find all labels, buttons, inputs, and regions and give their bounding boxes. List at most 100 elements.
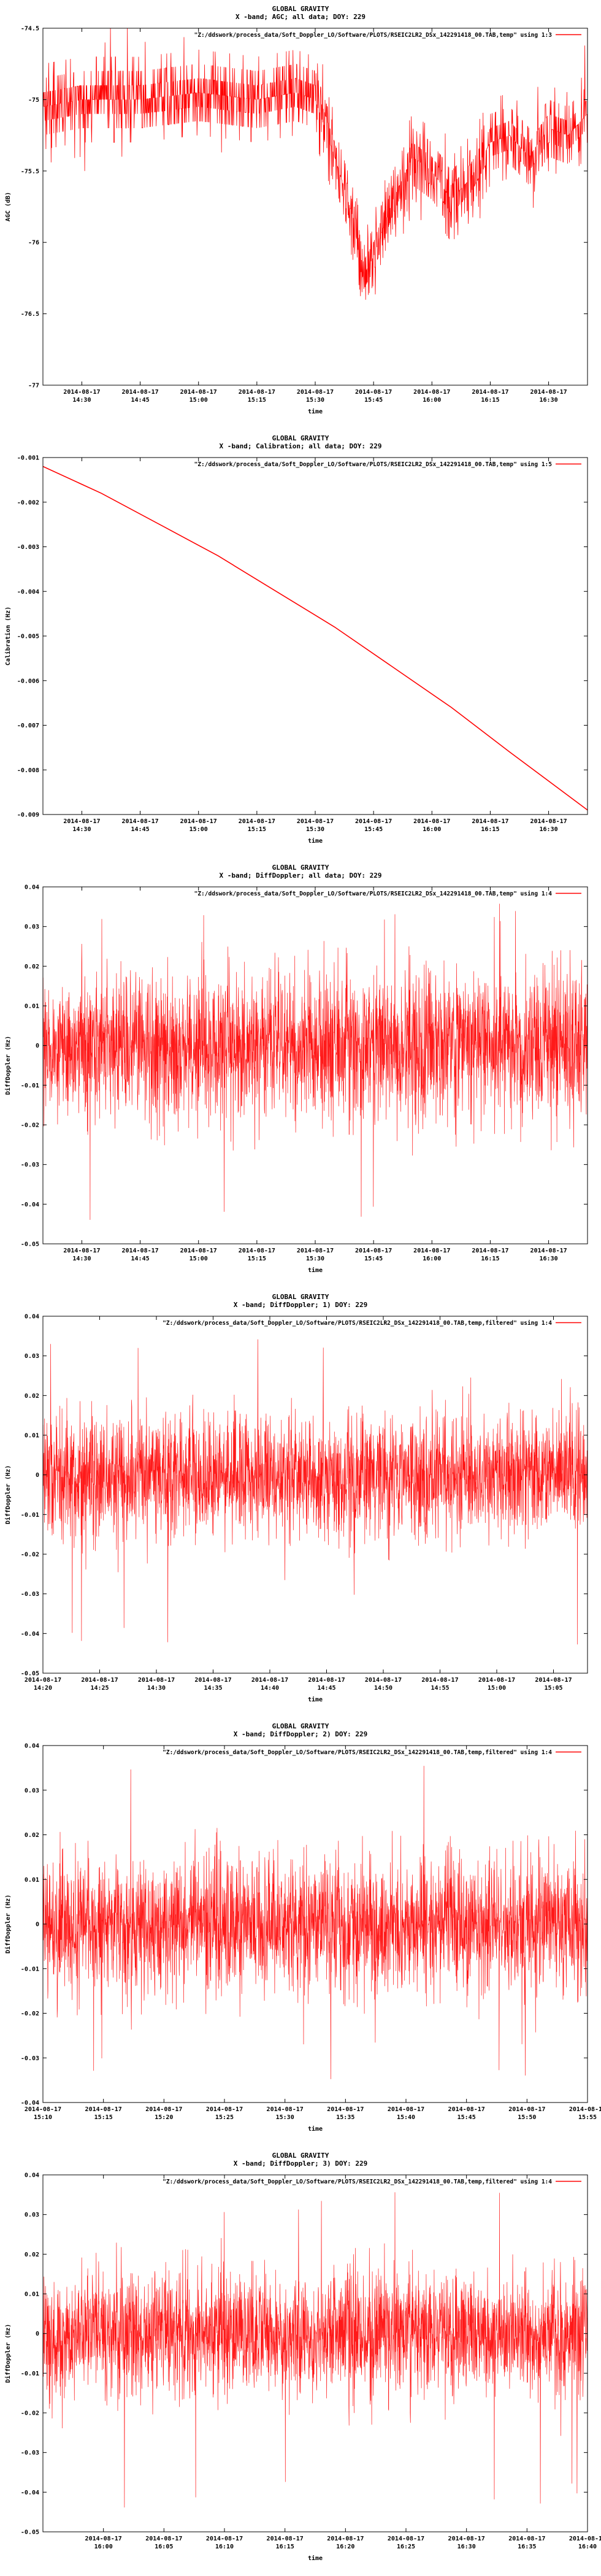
x-tick-date: 2014-08-17 — [297, 818, 334, 825]
y-tick-label: 0.04 — [25, 884, 39, 891]
x-tick-time: 16:15 — [481, 1255, 499, 1262]
x-tick-time: 15:30 — [306, 826, 324, 833]
x-tick-time: 15:00 — [189, 397, 208, 404]
x-tick-time: 15:00 — [189, 1255, 208, 1262]
x-tick-time: 16:00 — [423, 397, 441, 404]
x-tick-time: 14:45 — [131, 1255, 150, 1262]
y-tick-label: -0.04 — [21, 2100, 39, 2107]
chart-panel-4: GLOBAL GRAVITY X -band; DiffDoppler; 1) D… — [0, 1288, 601, 1717]
plot-frame — [42, 28, 588, 386]
x-tick-time: 15:25 — [215, 2114, 234, 2121]
chart-subtitle: X -band; DiffDoppler; all data; DOY: 229 — [220, 872, 382, 880]
y-tick-label: -0.05 — [21, 1241, 39, 1248]
x-tick-date: 2014-08-17 — [85, 2536, 122, 2542]
x-tick-date: 2014-08-17 — [508, 2106, 545, 2113]
plot-frame — [42, 457, 588, 815]
x-tick-time: 14:55 — [431, 1685, 449, 1692]
series-line — [43, 1339, 588, 1645]
x-tick-time: 15:15 — [94, 2114, 113, 2121]
x-tick-time: 16:10 — [215, 2543, 234, 2550]
chart-panel-5: GLOBAL GRAVITY X -band; DiffDoppler; 2) D… — [0, 1717, 601, 2147]
x-tick-date: 2014-08-17 — [530, 818, 567, 825]
y-tick-label: -75 — [28, 97, 39, 104]
y-tick-label: 0.03 — [25, 2212, 39, 2218]
series-line — [43, 28, 588, 300]
x-axis-label: time — [308, 837, 323, 845]
x-tick-time: 15:50 — [518, 2114, 536, 2121]
chart-title: GLOBAL GRAVITY — [272, 2152, 329, 2160]
chart-subtitle: X -band; Calibration; all data; DOY: 229 — [220, 442, 382, 450]
x-tick-date: 2014-08-17 — [81, 1677, 118, 1684]
x-tick-time: 16:15 — [481, 826, 499, 833]
y-tick-label: 0.01 — [25, 1003, 39, 1010]
series-group — [43, 28, 588, 300]
y-tick-label: -0.001 — [17, 455, 39, 462]
y-tick-label: 0.04 — [25, 2172, 39, 2179]
y-tick-label: 0.04 — [25, 1314, 39, 1321]
x-tick-time: 14:45 — [131, 397, 150, 404]
y-tick-label: 0.03 — [25, 1353, 39, 1360]
x-tick-time: 16:30 — [540, 397, 558, 404]
x-tick-date: 2014-08-17 — [145, 2536, 182, 2542]
chart-panel-6: GLOBAL GRAVITY X -band; DiffDoppler; 3) D… — [0, 2147, 601, 2576]
y-tick-label: 0.03 — [25, 1787, 39, 1794]
x-tick-date: 2014-08-17 — [145, 2106, 182, 2113]
y-axis-label: DiffDoppler (Hz) — [4, 2324, 12, 2383]
chart-title: GLOBAL GRAVITY — [272, 1722, 329, 1730]
y-tick-label: -0.008 — [17, 767, 39, 774]
x-tick-time: 15:45 — [364, 1255, 383, 1262]
chart-panel-3: GLOBAL GRAVITY X -band; DiffDoppler; all … — [0, 859, 601, 1288]
plot-frame — [42, 1316, 588, 1674]
x-tick-date: 2014-08-17 — [180, 389, 217, 396]
x-tick-date: 2014-08-17 — [138, 1677, 175, 1684]
x-tick-time: 15:15 — [248, 397, 266, 404]
chart-title: GLOBAL GRAVITY — [272, 434, 329, 442]
y-tick-label: -0.04 — [21, 2490, 39, 2496]
x-tick-time: 14:30 — [72, 826, 91, 833]
legend-label: "Z:/ddswork/process_data/Soft_Doppler_LO… — [194, 461, 553, 468]
y-tick-label: -0.007 — [17, 723, 39, 729]
y-tick-label: -76 — [28, 240, 39, 247]
x-axis-label: time — [308, 1696, 323, 1703]
chart-title: GLOBAL GRAVITY — [272, 1293, 329, 1301]
x-tick-time: 16:00 — [423, 826, 441, 833]
x-tick-time: 14:30 — [147, 1685, 166, 1692]
chart-panel-1: GLOBAL GRAVITY X -band; AGC; all data; DO… — [0, 0, 601, 429]
x-axis-label: time — [308, 1267, 323, 1274]
y-tick-label: -0.01 — [21, 1966, 39, 1972]
x-tick-time: 16:30 — [540, 826, 558, 833]
x-tick-date: 2014-08-17 — [25, 2106, 61, 2113]
y-tick-label: -0.02 — [21, 1122, 39, 1129]
x-tick-date: 2014-08-17 — [365, 1677, 402, 1684]
series-group — [43, 1339, 588, 1645]
y-tick-label: 0.01 — [25, 1877, 39, 1884]
y-tick-label: 0.02 — [25, 964, 39, 970]
x-tick-time: 14:35 — [204, 1685, 222, 1692]
y-tick-label: -0.01 — [21, 2371, 39, 2377]
x-tick-time: 16:05 — [155, 2543, 173, 2550]
x-tick-date: 2014-08-17 — [63, 389, 100, 396]
x-tick-date: 2014-08-17 — [478, 1677, 515, 1684]
x-tick-time: 14:20 — [34, 1685, 52, 1692]
x-tick-date: 2014-08-17 — [194, 1677, 231, 1684]
x-tick-time: 15:40 — [397, 2114, 415, 2121]
x-tick-date: 2014-08-17 — [297, 1248, 334, 1254]
x-tick-date: 2014-08-17 — [121, 389, 158, 396]
y-tick-label: -0.005 — [17, 634, 39, 640]
x-tick-date: 2014-08-17 — [251, 1677, 288, 1684]
x-tick-time: 14:40 — [261, 1685, 279, 1692]
x-tick-date: 2014-08-17 — [421, 1677, 458, 1684]
x-tick-date: 2014-08-17 — [472, 1248, 508, 1254]
series-line — [43, 2192, 588, 2508]
y-tick-label: 0 — [36, 1043, 39, 1049]
x-tick-time: 15:30 — [276, 2114, 294, 2121]
chart-subtitle: X -band; AGC; all data; DOY: 229 — [235, 13, 366, 21]
x-axis-label: time — [308, 2555, 323, 2562]
x-tick-time: 15:00 — [488, 1685, 506, 1692]
y-tick-label: 0 — [36, 1472, 39, 1479]
x-tick-date: 2014-08-17 — [267, 2106, 304, 2113]
chart-subtitle: X -band; DiffDoppler; 1) DOY: 229 — [234, 1301, 368, 1309]
series-line — [43, 1766, 588, 2079]
